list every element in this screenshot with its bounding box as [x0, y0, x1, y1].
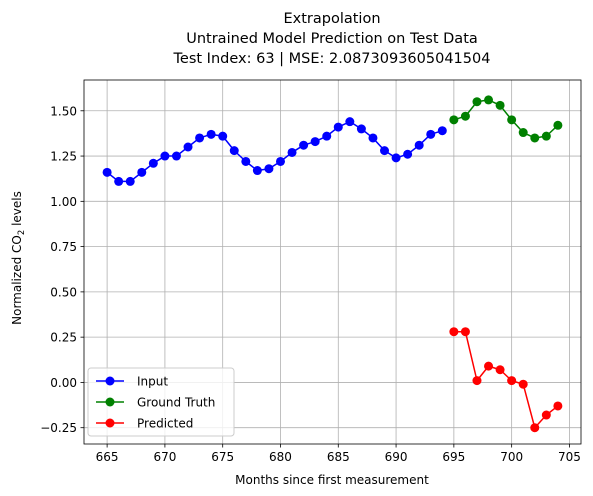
data-point-predicted [484, 361, 494, 371]
legend-label-ground-truth: Ground Truth [137, 396, 215, 410]
series-input [102, 117, 447, 186]
data-point-ground-truth [460, 111, 470, 121]
data-point-predicted [449, 327, 459, 337]
data-point-input [391, 153, 401, 163]
data-point-input [414, 140, 424, 150]
data-point-ground-truth [484, 95, 494, 105]
chart-title-line-2: Untrained Model Prediction on Test Data [186, 31, 478, 47]
data-point-input [345, 117, 355, 127]
legend-marker-predicted [105, 418, 115, 428]
series-line-ground-truth [453, 99, 559, 139]
legend: Input Ground Truth Predicted [87, 367, 235, 437]
data-point-ground-truth [495, 100, 505, 110]
plot-frame [83, 79, 582, 445]
x-tick-label: 680 [269, 450, 292, 464]
legend-entry-ground-truth: Ground Truth [96, 396, 215, 410]
data-point-input [183, 142, 193, 152]
data-point-ground-truth [449, 115, 459, 125]
data-point-ground-truth [553, 120, 563, 130]
data-point-predicted [518, 379, 528, 389]
data-point-input [310, 137, 320, 147]
data-point-input [380, 146, 390, 156]
data-point-ground-truth [518, 128, 528, 138]
data-point-input [102, 167, 112, 177]
y-axis-label-subscript: 2 [17, 230, 27, 235]
y-axis-label: Normalized CO2 levels [10, 191, 27, 325]
data-point-predicted [460, 327, 470, 337]
y-tick-label: 1.25 [50, 150, 77, 164]
series-ground-truth [449, 95, 563, 143]
data-point-ground-truth [530, 133, 540, 143]
data-point-predicted [472, 376, 482, 386]
x-tick-label: 665 [96, 450, 119, 464]
data-point-predicted [507, 376, 517, 386]
data-point-predicted [553, 401, 563, 411]
data-point-input [299, 140, 309, 150]
y-axis-label-main: Normalized CO [10, 235, 24, 325]
ticks-layer: 665 670 675 680 685 690 695 700 705 −0.25 0.00 0.25… [40, 104, 581, 464]
y-tick-label: 1.50 [50, 104, 77, 118]
data-point-input [114, 176, 124, 186]
legend-marker-input [105, 376, 115, 386]
data-point-input [206, 129, 216, 139]
data-point-predicted [530, 423, 540, 433]
data-point-ground-truth [472, 97, 482, 107]
legend-entry-input: Input [96, 375, 168, 389]
data-point-input [264, 164, 274, 174]
series-layer [102, 95, 563, 433]
data-point-input [368, 133, 378, 143]
x-axis-label: Months since first measurement [235, 473, 429, 487]
data-point-ground-truth [507, 115, 517, 125]
y-tick-label: 0.25 [50, 331, 77, 345]
chart-title-line-3: Test Index: 63 | MSE: 2.0873093605041504 [173, 51, 491, 67]
x-tick-label: 700 [500, 450, 523, 464]
data-point-input [287, 147, 297, 157]
y-tick-label: 0.75 [50, 240, 77, 254]
chart-title-line-1: Extrapolation [283, 11, 380, 27]
series-line-input [106, 120, 443, 183]
data-point-input [218, 131, 228, 141]
data-point-input [160, 151, 170, 161]
data-point-input [171, 151, 181, 161]
data-point-input [403, 149, 413, 159]
data-point-predicted [541, 410, 551, 420]
legend-box [87, 367, 235, 437]
x-tick-label: 685 [327, 450, 350, 464]
y-tick-label: −0.25 [40, 421, 77, 435]
data-point-predicted [495, 365, 505, 375]
legend-label-predicted: Predicted [137, 417, 193, 431]
x-tick-label: 690 [385, 450, 408, 464]
data-point-input [137, 167, 147, 177]
series-line-predicted [453, 330, 559, 429]
data-point-input [252, 166, 262, 176]
x-tick-label: 675 [211, 450, 234, 464]
x-tick-label: 695 [442, 450, 465, 464]
legend-entry-predicted: Predicted [96, 417, 193, 431]
x-tick-label: 705 [558, 450, 581, 464]
data-point-input [322, 131, 332, 141]
data-point-input [125, 176, 135, 186]
data-point-input [195, 133, 205, 143]
data-point-input [275, 156, 285, 166]
x-tick-label: 670 [153, 450, 176, 464]
data-point-input [426, 129, 436, 139]
data-point-ground-truth [541, 131, 551, 141]
legend-marker-ground-truth [105, 397, 115, 407]
y-axis-label-tail: levels [10, 191, 24, 230]
y-tick-label: 1.00 [50, 195, 77, 209]
data-point-input [229, 146, 239, 156]
series-predicted [449, 327, 563, 433]
legend-label-input: Input [137, 375, 168, 389]
y-tick-label: 0.50 [50, 285, 77, 299]
y-tick-label: 0.00 [50, 376, 77, 390]
data-point-input [333, 122, 343, 132]
data-point-input [356, 124, 366, 134]
data-point-input [148, 158, 158, 168]
data-point-input [437, 126, 447, 136]
data-point-input [241, 156, 251, 166]
